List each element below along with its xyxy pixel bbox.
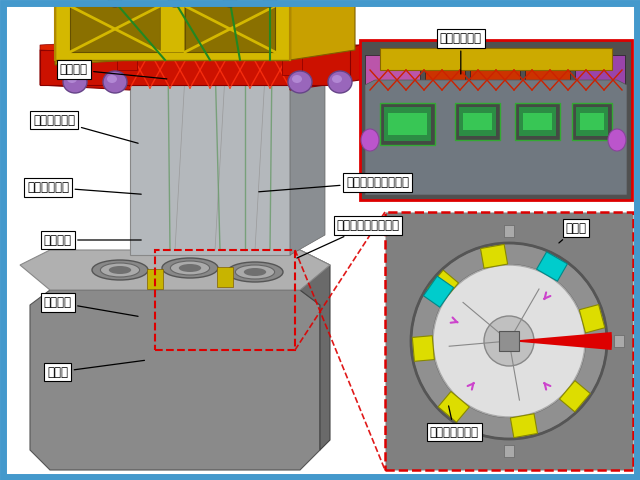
Ellipse shape: [162, 258, 218, 278]
Text: 楔形块顶紧机构: 楔形块顶紧机构: [430, 406, 479, 439]
Polygon shape: [424, 276, 454, 307]
Text: 底部承托桁架: 底部承托桁架: [33, 113, 138, 143]
Circle shape: [484, 316, 534, 366]
Text: 吊具主梁: 吊具主梁: [60, 63, 167, 79]
Bar: [160, 6, 184, 52]
Bar: [425, 55, 465, 80]
Bar: [360, 40, 632, 200]
Ellipse shape: [107, 75, 117, 83]
Bar: [525, 52, 570, 80]
Ellipse shape: [332, 75, 342, 83]
Polygon shape: [559, 381, 590, 412]
Polygon shape: [40, 40, 360, 60]
Polygon shape: [510, 414, 538, 438]
Ellipse shape: [100, 263, 140, 277]
Bar: [384, 107, 431, 141]
Polygon shape: [412, 336, 435, 361]
Ellipse shape: [179, 264, 201, 272]
Bar: [365, 55, 420, 90]
Bar: [576, 107, 608, 136]
Bar: [155, 250, 295, 350]
Polygon shape: [130, 60, 325, 70]
Bar: [117, 52, 137, 70]
Bar: [580, 113, 604, 130]
Text: 钢管桩下部抱桩系统: 钢管桩下部抱桩系统: [297, 219, 399, 258]
Polygon shape: [20, 250, 330, 290]
Polygon shape: [438, 392, 469, 422]
Ellipse shape: [170, 261, 210, 275]
Bar: [70, 6, 160, 52]
Text: 钢管桩上部抱桩系统: 钢管桩上部抱桩系统: [259, 176, 409, 192]
Text: 三向调位机构: 三向调位机构: [27, 180, 141, 194]
Bar: [515, 103, 560, 140]
Ellipse shape: [227, 262, 283, 282]
Text: 钢吊杆: 钢吊杆: [47, 360, 145, 379]
Polygon shape: [55, 2, 130, 65]
Polygon shape: [536, 252, 568, 281]
Ellipse shape: [92, 260, 148, 280]
Text: 柔性吊索: 柔性吊索: [44, 233, 141, 247]
Ellipse shape: [361, 129, 379, 151]
Polygon shape: [30, 290, 320, 470]
Ellipse shape: [236, 265, 275, 279]
Ellipse shape: [168, 0, 182, 7]
Bar: [282, 57, 302, 75]
Bar: [385, 212, 633, 470]
Ellipse shape: [288, 71, 312, 93]
Ellipse shape: [244, 268, 266, 276]
Polygon shape: [40, 50, 130, 90]
Polygon shape: [579, 305, 605, 333]
Ellipse shape: [608, 129, 626, 151]
Bar: [455, 103, 500, 140]
Text: 墩身顶紧机构: 墩身顶紧机构: [440, 32, 482, 74]
Bar: [388, 113, 427, 135]
Polygon shape: [300, 250, 330, 450]
Polygon shape: [290, 2, 355, 60]
Bar: [55, 2, 290, 60]
Ellipse shape: [328, 71, 352, 93]
Bar: [459, 107, 496, 136]
Ellipse shape: [103, 71, 127, 93]
Bar: [380, 103, 435, 145]
Polygon shape: [365, 80, 627, 195]
Text: 剪力键: 剪力键: [559, 221, 586, 243]
Bar: [504, 225, 514, 237]
Ellipse shape: [109, 266, 131, 274]
Polygon shape: [481, 244, 508, 268]
Bar: [40, 50, 350, 85]
Polygon shape: [290, 60, 325, 255]
FancyBboxPatch shape: [217, 267, 233, 287]
Bar: [614, 335, 624, 347]
FancyBboxPatch shape: [147, 269, 163, 289]
Bar: [572, 103, 612, 140]
Bar: [470, 55, 520, 85]
Ellipse shape: [263, 0, 277, 7]
Bar: [575, 55, 625, 90]
Ellipse shape: [108, 0, 122, 7]
Text: 首节墩台: 首节墩台: [44, 296, 138, 316]
Wedge shape: [509, 332, 612, 350]
Ellipse shape: [292, 75, 302, 83]
Bar: [499, 331, 519, 351]
Bar: [380, 48, 612, 70]
Bar: [185, 6, 275, 52]
Circle shape: [433, 265, 585, 417]
Ellipse shape: [223, 0, 237, 7]
Bar: [463, 113, 492, 130]
Ellipse shape: [63, 71, 87, 93]
Bar: [519, 107, 556, 136]
Bar: [523, 113, 552, 130]
Polygon shape: [428, 270, 458, 301]
Bar: [504, 445, 514, 457]
Ellipse shape: [67, 75, 77, 83]
Bar: [130, 70, 290, 255]
Polygon shape: [290, 45, 360, 90]
